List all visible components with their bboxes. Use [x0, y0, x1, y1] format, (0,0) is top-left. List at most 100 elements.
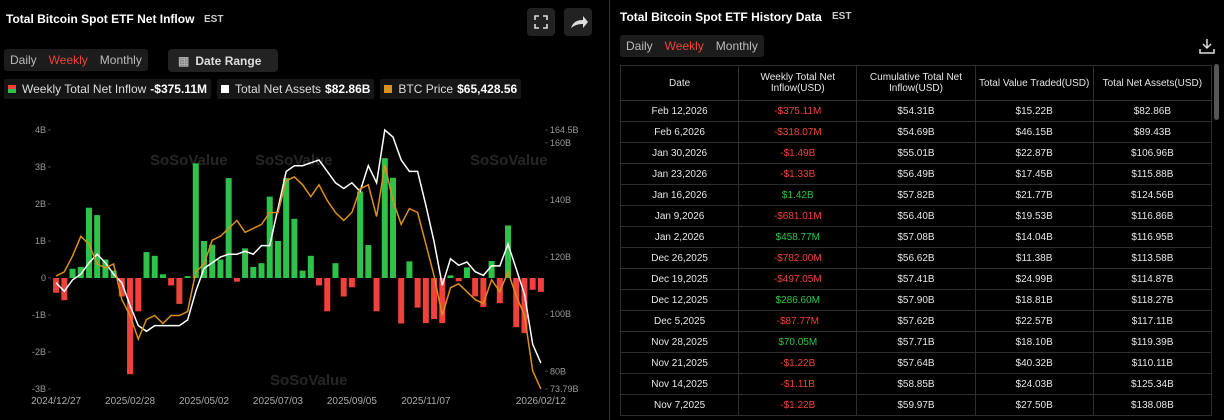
download-button[interactable] [1198, 37, 1216, 60]
table-cell: $124.56B [1092, 184, 1213, 206]
table-cell: $57.71B [856, 331, 976, 353]
table-cell: $40.32B [974, 352, 1094, 374]
x-tick-label: 2025/07/03 [253, 396, 303, 407]
period-tab[interactable]: Monthly [715, 39, 758, 53]
table-cell: Dec 12,2025 [619, 289, 740, 311]
bar [151, 255, 158, 278]
table-cell: $24.03B [974, 373, 1094, 395]
table-cell: $286.60M [738, 289, 858, 311]
table-cell: $18.81B [974, 289, 1094, 311]
table-cell: $21.77B [974, 184, 1094, 206]
fullscreen-button[interactable] [527, 8, 555, 36]
bar [217, 259, 224, 278]
y2-tick-label: 100B [550, 309, 571, 319]
table-cell: Nov 28,2025 [619, 331, 740, 353]
bar [94, 215, 101, 278]
bar [357, 191, 364, 278]
table-cell: $22.57B [974, 310, 1094, 332]
legend-swatch [221, 85, 229, 93]
table-cell: -$87.77M [738, 310, 858, 332]
bar [472, 278, 479, 297]
table-row[interactable]: Jan 23,2026 -$1.33B $56.49B $17.45B $115.88B [619, 163, 1213, 185]
bar [447, 275, 454, 278]
table-cell: $19.53B [974, 205, 1094, 227]
table-cell: $57.62B [856, 310, 976, 332]
legend-value: $82.86B [325, 82, 371, 96]
bar [406, 261, 413, 278]
legend-item[interactable]: Weekly Total Net Inflow -$375.11M [4, 79, 211, 99]
table-row[interactable]: Dec 5,2025 -$87.77M $57.62B $22.57B $117.11B [619, 310, 1213, 332]
scrollbar[interactable] [1214, 64, 1219, 120]
legend-label: BTC Price [398, 82, 454, 96]
table-cell: $114.87B [1092, 268, 1213, 290]
bar [85, 207, 92, 278]
table-row[interactable]: Feb 6,2026 -$318.07M $54.69B $46.15B $89.43B [619, 121, 1213, 143]
bar [521, 278, 528, 334]
bar [102, 259, 109, 278]
table-row[interactable]: Dec 19,2025 -$497.05M $57.41B $24.99B $114.8… [619, 268, 1213, 290]
table-cell: $113.58B [1092, 247, 1213, 269]
table-cell: $54.31B [856, 100, 976, 122]
period-tab[interactable]: Monthly [99, 53, 142, 67]
table-row[interactable]: Jan 2,2026 $458.77M $57.08B $14.04B $116.95B [619, 226, 1213, 248]
legend-swatch [8, 85, 16, 93]
table-row[interactable]: Nov 14,2025 -$1.11B $58.85B $24.03B $125.34B [619, 373, 1213, 395]
table-cell: Dec 26,2025 [619, 247, 740, 269]
table-row[interactable]: Dec 26,2025 -$782.00M $56.62B $11.38B $113.5… [619, 247, 1213, 269]
bar [513, 278, 520, 328]
table-row[interactable]: Dec 12,2025 $286.60M $57.90B $18.81B $118.27… [619, 289, 1213, 311]
column-header: Cumulative Total Net Inflow(USD) [856, 65, 976, 101]
table-cell: $110.11B [1092, 352, 1213, 374]
table-row[interactable]: Jan 16,2026 $1.42B $57.82B $21.77B $124.56B [619, 184, 1213, 206]
history-timezone: EST [832, 11, 852, 22]
y2-tick-label: 73.79B [550, 384, 579, 394]
table-row[interactable]: Nov 7,2025 -$1.22B $59.97B $27.50B $138.08B [619, 394, 1213, 416]
bar [233, 278, 240, 282]
table-row[interactable]: Jan 30,2026 -$1.49B $55.01B $22.87B $106.96B [619, 142, 1213, 164]
table-cell: -$375.11M [738, 100, 858, 122]
period-tabs: Daily Weekly Monthly [4, 49, 148, 71]
bar [143, 252, 150, 278]
y2-tick-label: 164.5B [550, 125, 579, 135]
bar [455, 278, 462, 282]
table-cell: -$782.00M [738, 247, 858, 269]
table-cell: $56.49B [856, 163, 976, 185]
bar [176, 278, 183, 304]
period-tab[interactable]: Weekly [48, 53, 88, 67]
table-cell: $24.99B [974, 268, 1094, 290]
share-button[interactable] [564, 8, 592, 36]
table-cell: $117.11B [1092, 310, 1213, 332]
bar [505, 225, 512, 278]
table-cell: -$1.49B [738, 142, 858, 164]
bar [291, 218, 298, 278]
chart: SoSoValue SoSoValue SoSoValue SoSoValue 4B 3B… [31, 125, 579, 407]
bar [348, 278, 355, 288]
table-row[interactable]: Jan 9,2026 -$681.01M $56.40B $19.53B $116.86… [619, 205, 1213, 227]
x-tick-label: 2026/02/12 [516, 396, 566, 407]
legend: Weekly Total Net Inflow -$375.11M Total Ne… [4, 79, 522, 99]
bar [77, 266, 84, 278]
period-tab[interactable]: Daily [626, 39, 653, 53]
table-cell: $57.41B [856, 268, 976, 290]
bar [118, 278, 125, 297]
legend-item[interactable]: Total Net Assets $82.86B [217, 79, 375, 99]
chart-title: Total Bitcoin Spot ETF Net Inflow [6, 12, 195, 26]
y-tick-label: -3B [32, 384, 46, 394]
table-row[interactable]: Nov 21,2025 -$1.22B $57.64B $40.32B $110.11B [619, 352, 1213, 374]
table-cell: $1.42B [738, 184, 858, 206]
table-row[interactable]: Feb 12,2026 -$375.11M $54.31B $15.22B $82.86… [619, 100, 1213, 122]
table-cell: -$1.33B [738, 163, 858, 185]
watermark: SoSoValue [150, 152, 228, 169]
bar [398, 278, 405, 324]
legend-item[interactable]: BTC Price $65,428.56 [380, 79, 522, 99]
bar [258, 263, 265, 278]
bar [537, 278, 544, 292]
table-row[interactable]: Nov 28,2025 $70.05M $57.71B $18.10B $119.39B [619, 331, 1213, 353]
fullscreen-icon [534, 15, 548, 29]
history-table: Date Weekly Total Net Inflow(USD) Cumulati… [619, 65, 1213, 416]
divider [609, 0, 610, 420]
legend-swatch [384, 85, 393, 93]
date-range-button[interactable]: ▦ Date Range [168, 49, 278, 72]
period-tab[interactable]: Daily [10, 53, 37, 67]
period-tab[interactable]: Weekly [664, 39, 704, 53]
